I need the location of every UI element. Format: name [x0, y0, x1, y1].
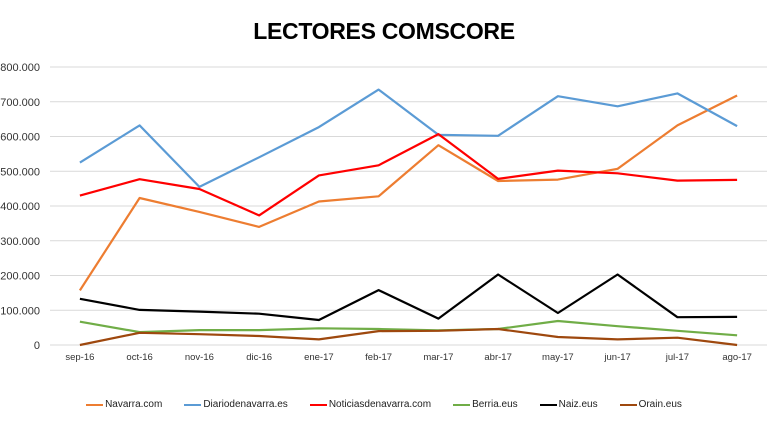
- series-line-berria-eus: [79, 319, 738, 337]
- legend-label: Berria.eus: [472, 399, 518, 410]
- legend-swatch: [309, 403, 327, 406]
- y-tick-label: 0: [34, 340, 40, 352]
- y-tick-label: 200.000: [0, 271, 40, 283]
- legend-swatch: [619, 403, 637, 406]
- x-tick-label: ene-17: [304, 352, 334, 363]
- y-tick-label: 500.000: [0, 166, 40, 178]
- legend-label: Navarra.com: [105, 399, 163, 410]
- series-line-naiz-eus: [79, 273, 738, 322]
- x-tick-label: sep-16: [65, 352, 94, 363]
- legend-item: Diariodenavarra.es: [184, 399, 288, 410]
- legend-swatch: [453, 403, 471, 406]
- y-tick-label: 800.000: [0, 62, 40, 74]
- legend-item: Navarra.com: [86, 399, 162, 410]
- legend: Navarra.com Diariodenavarra.es Noticiasden…: [0, 399, 768, 410]
- series-line-orain-eus: [79, 327, 738, 347]
- legend-swatch: [184, 403, 202, 406]
- y-tick-label: 600.000: [0, 132, 40, 144]
- x-tick-label: may-17: [542, 352, 574, 363]
- x-tick-label: oct-16: [126, 352, 152, 363]
- series-line-diariodenavarra-es: [79, 88, 738, 188]
- legend-item: Orain.eus: [619, 399, 682, 410]
- y-tick-label: 300.000: [0, 236, 40, 248]
- y-tick-label: 700.000: [0, 97, 40, 109]
- legend-item: Naiz.eus: [539, 399, 598, 410]
- series-line-noticiasdenavarra-com: [79, 133, 738, 217]
- legend-label: Diariodenavarra.es: [203, 399, 288, 410]
- legend-swatch: [539, 403, 557, 406]
- legend-label: Naiz.eus: [558, 399, 598, 410]
- y-tick-label: 100.000: [0, 305, 40, 317]
- x-tick-label: jul-17: [665, 352, 689, 363]
- legend-label: Noticiasdenavarra.com: [328, 399, 432, 410]
- y-tick-label: 400.000: [0, 201, 40, 213]
- x-tick-label: nov-16: [185, 352, 214, 363]
- chart-title: LECTORES COMSCORE: [253, 18, 515, 44]
- x-tick-label: mar-17: [423, 352, 453, 363]
- x-tick-label: dic-16: [246, 352, 272, 363]
- series-line-navarra-com: [78, 94, 738, 291]
- legend-swatch: [86, 403, 104, 406]
- x-tick-label: jun-17: [603, 352, 630, 363]
- x-tick-label: abr-17: [484, 352, 511, 363]
- x-tick-label: ago-17: [722, 352, 752, 363]
- legend-label: Orain.eus: [638, 399, 682, 410]
- legend-item: Berria.eus: [453, 399, 518, 410]
- legend-item: Noticiasdenavarra.com: [309, 399, 432, 410]
- x-tick-label: feb-17: [365, 352, 392, 363]
